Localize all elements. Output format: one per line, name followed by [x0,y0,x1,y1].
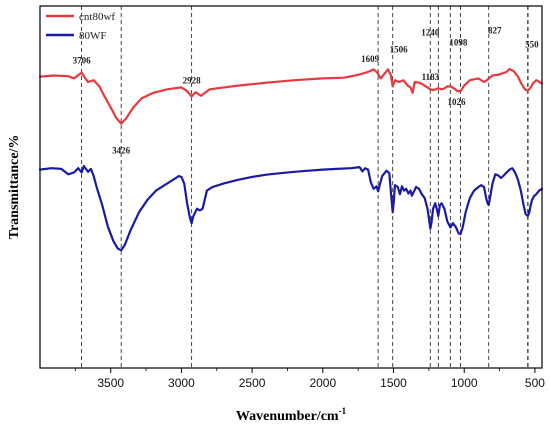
x-axis-title: Wavenumber/cm-1 [236,406,347,424]
x-tick-label-2500: 2500 [239,376,266,390]
peak-labels: 3706 3426 2928 1609 1506 1240 1183 1098 1026 827 5… [73,25,540,155]
legend-label-80wf: 80WF [79,30,107,42]
x-tick-label-3000: 3000 [168,376,195,390]
peak-label-1098: 1098 [449,37,468,47]
peak-label-1506: 1506 [390,44,409,54]
peak-label-1240: 1240 [421,27,440,37]
x-tick-label-1500: 1500 [380,376,407,390]
peak-label-3426: 3426 [112,146,131,156]
legend-label-cnt80wf: cnt80wf [79,11,115,23]
peak-label-1026: 1026 [448,97,467,107]
series-line-80wf [38,164,544,252]
x-tick-label-500: 500 [525,376,545,390]
series-layer [38,67,544,252]
reference-lines [81,6,529,368]
legend: cnt80wf 80WF [46,11,115,42]
peak-label-1183: 1183 [422,72,440,82]
x-tick-label-3500: 3500 [97,376,124,390]
x-axis-ticks: 3500 3000 2500 2000 1500 1000 500 [74,368,545,390]
x-tick-label-2000: 2000 [309,376,336,390]
peak-label-550: 550 [525,40,539,50]
peak-label-827: 827 [488,25,502,35]
series-line-cnt80wf [38,67,544,125]
y-axis-title: Transmittance/% [7,135,22,240]
peak-label-1609: 1609 [361,54,380,64]
peak-label-2928: 2928 [183,76,202,86]
plot-frame [39,5,543,369]
x-tick-label-1000: 1000 [451,376,478,390]
peak-label-3706: 3706 [73,56,92,66]
